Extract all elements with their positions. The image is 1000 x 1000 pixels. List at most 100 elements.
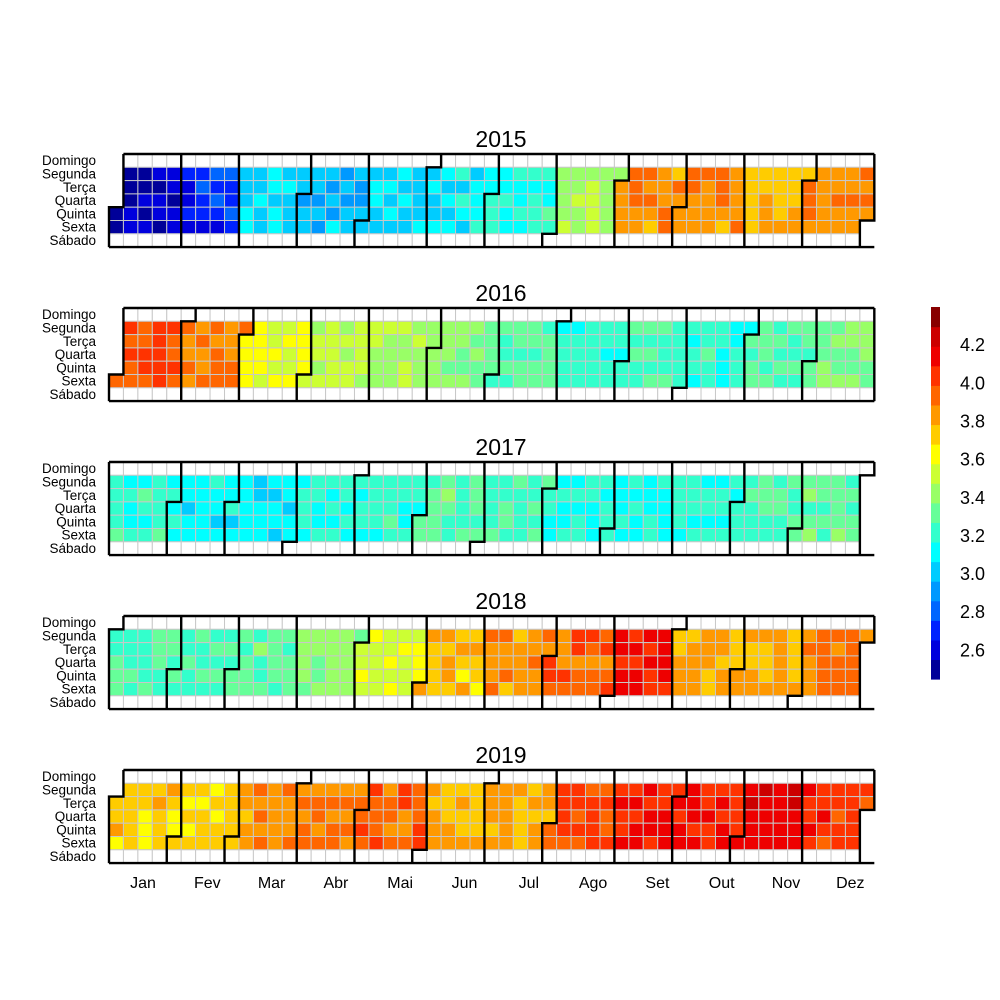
day-cell	[267, 488, 283, 503]
day-cell	[353, 695, 370, 710]
day-cell	[151, 769, 168, 784]
year-panel-2019: 2019DomingoSegundaTerçaQuartaQuintaSexta…	[42, 742, 876, 865]
day-cell	[498, 668, 514, 684]
day-cell	[844, 334, 861, 349]
day-cell	[238, 668, 254, 684]
day-cell	[382, 307, 399, 322]
day-cell	[613, 360, 630, 376]
day-cell	[455, 849, 471, 864]
day-cell	[830, 695, 846, 710]
day-cell	[585, 514, 601, 530]
day-cell	[483, 206, 500, 221]
day-cell	[382, 628, 399, 644]
month-boundary	[541, 770, 558, 864]
day-cell	[859, 628, 875, 644]
day-cell	[758, 514, 774, 530]
month-boundary	[483, 308, 501, 402]
day-cell	[108, 796, 124, 811]
day-cell	[151, 682, 168, 697]
day-cell	[411, 180, 428, 195]
day-cell	[599, 347, 615, 362]
day-cell	[830, 642, 846, 657]
day-cell	[585, 206, 601, 221]
day-cell	[267, 796, 283, 811]
day-cell	[281, 809, 298, 824]
day-cell	[671, 307, 688, 322]
day-cell	[787, 769, 803, 784]
day-cell	[483, 233, 500, 248]
day-cell	[830, 849, 846, 864]
day-cell	[585, 849, 601, 864]
day-cell	[512, 153, 529, 168]
day-cell	[657, 822, 673, 838]
day-cell	[556, 334, 572, 349]
day-cell	[252, 809, 269, 824]
month-label: Abr	[323, 875, 349, 892]
day-cell	[368, 615, 384, 630]
day-cell	[368, 166, 384, 182]
day-cell	[801, 488, 818, 503]
day-cell	[353, 541, 370, 556]
day-cell	[455, 387, 471, 402]
day-cell	[816, 809, 832, 824]
day-cell	[686, 334, 702, 349]
day-cell	[599, 822, 615, 838]
day-cell	[729, 180, 745, 195]
day-cell	[671, 180, 688, 195]
day-cell	[455, 474, 471, 490]
day-cell	[382, 668, 399, 684]
day-cell	[195, 461, 211, 476]
day-cell	[527, 166, 543, 182]
day-cell	[281, 642, 298, 657]
day-cell	[151, 193, 168, 208]
day-cell	[426, 474, 442, 490]
day-cell	[714, 206, 731, 221]
day-cell	[801, 514, 818, 530]
day-cell	[411, 836, 428, 851]
day-cell	[758, 334, 774, 349]
day-cell	[224, 387, 240, 402]
day-cell	[686, 461, 702, 476]
day-cell	[729, 822, 745, 838]
day-cell	[440, 782, 457, 798]
day-cell	[166, 809, 182, 824]
day-cell	[700, 474, 716, 490]
year-title: 2016	[475, 280, 526, 306]
day-cell	[339, 193, 355, 208]
day-cell	[209, 655, 226, 670]
day-cell	[483, 347, 500, 362]
day-cell	[469, 320, 485, 336]
day-cell	[599, 166, 615, 182]
day-cell	[108, 836, 124, 851]
day-cell	[440, 628, 457, 644]
day-cell	[440, 180, 457, 195]
day-cell	[325, 541, 341, 556]
day-cell	[772, 180, 789, 195]
day-cell	[238, 769, 254, 784]
day-cell	[137, 206, 153, 221]
day-cell	[743, 695, 760, 710]
day-cell	[556, 642, 572, 657]
day-cell	[512, 695, 529, 710]
day-cell	[642, 836, 659, 851]
day-cell	[657, 682, 673, 697]
day-cell	[642, 153, 659, 168]
day-cell	[512, 809, 529, 824]
day-cell	[686, 514, 702, 530]
day-cell	[483, 488, 500, 503]
day-cell	[483, 461, 500, 476]
day-cell	[585, 488, 601, 503]
day-cell	[642, 541, 659, 556]
day-cell	[137, 360, 153, 376]
day-cell	[469, 374, 485, 389]
day-cell	[483, 836, 500, 851]
day-cell	[252, 180, 269, 195]
day-cell	[758, 782, 774, 798]
day-cell	[411, 541, 428, 556]
day-cell	[411, 474, 428, 490]
day-cell	[541, 220, 558, 235]
day-cell	[787, 360, 803, 376]
day-cell	[657, 528, 673, 543]
month-borders	[107, 614, 876, 711]
day-cell	[772, 166, 789, 182]
